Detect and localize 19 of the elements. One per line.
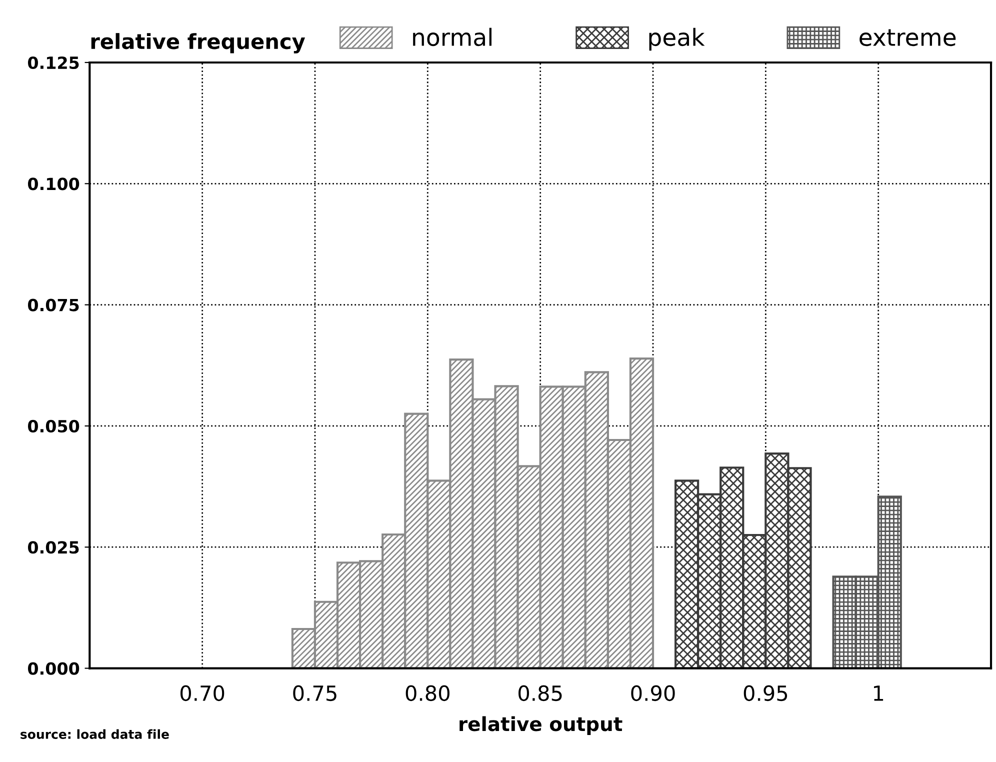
y-tick-label: 0.125 — [28, 56, 79, 70]
y-axis-title: relative frequency — [91, 33, 306, 54]
y-tick-label: 0.025 — [28, 541, 79, 554]
y-tick-label: 0.075 — [28, 298, 79, 312]
x-tick-label: 1 — [874, 686, 884, 701]
y-tick-label: 0.050 — [28, 420, 80, 433]
y-tick-label: 0.100 — [28, 178, 80, 190]
x-tick-label: 0.75 — [293, 685, 336, 702]
x-axis-title: relative output — [460, 716, 622, 736]
x-tick-label: 0.80 — [406, 685, 450, 702]
y-tick-label: 0.000 — [28, 662, 80, 675]
x-tick-label: 0.70 — [180, 685, 224, 702]
x-tick-label: 0.95 — [744, 685, 788, 702]
x-tick-label: 0.85 — [518, 685, 562, 702]
legend-label: normal — [413, 28, 492, 46]
legend-label: extreme — [860, 29, 956, 46]
x-tick-label: 0.90 — [631, 685, 675, 702]
legend-label: peak — [649, 28, 705, 51]
source-note: source: load data file — [20, 729, 169, 739]
